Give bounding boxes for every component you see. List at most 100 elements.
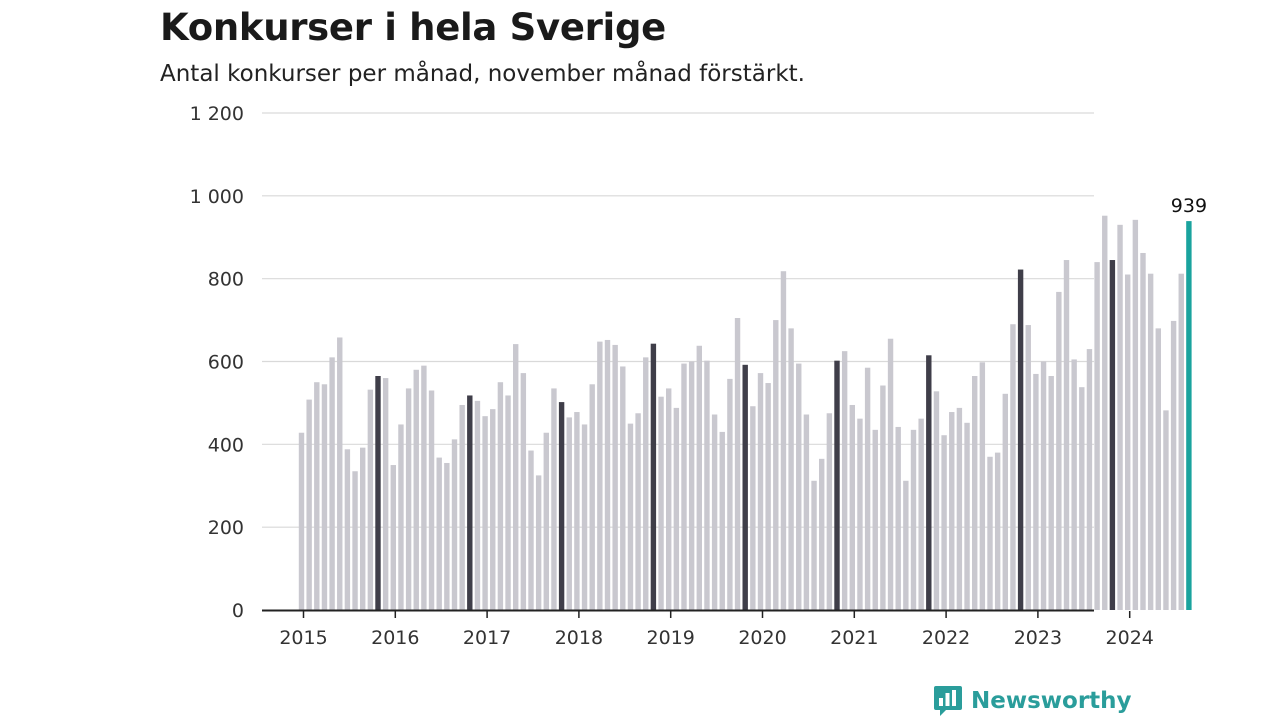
y-tick-label: 1 200 (190, 103, 244, 125)
bar (1056, 291, 1062, 610)
bar (704, 360, 710, 610)
bar (428, 390, 435, 610)
bar (398, 424, 404, 610)
bar (941, 435, 947, 610)
bar (627, 423, 634, 611)
bar (688, 361, 695, 610)
bar (390, 465, 396, 610)
bar-latest (1186, 221, 1192, 610)
x-tick-label: 2017 (463, 627, 511, 649)
bar (1086, 349, 1093, 610)
bar (444, 462, 450, 610)
bar-november (467, 395, 473, 610)
bar (727, 378, 733, 610)
bar (979, 362, 986, 610)
y-tick-label: 600 (208, 352, 244, 374)
bar (887, 338, 894, 610)
bar (581, 424, 588, 610)
bar (1102, 215, 1108, 610)
bar (620, 366, 626, 610)
bar (314, 382, 320, 610)
bar (734, 318, 741, 610)
bar (1094, 262, 1100, 610)
bar (1117, 224, 1123, 610)
bar-november (375, 376, 381, 610)
bar (1170, 320, 1177, 610)
bar (933, 391, 940, 610)
bar (765, 383, 771, 610)
bar (1025, 325, 1031, 610)
bar (643, 357, 649, 610)
bar (711, 414, 718, 610)
bar (482, 416, 488, 610)
bar (796, 363, 802, 610)
y-axis-ticks: 0 200 400 600 800 1 000 1 200 (190, 103, 244, 622)
bar (826, 413, 833, 610)
bar (949, 412, 955, 610)
y-tick-label: 1 000 (190, 186, 244, 208)
x-tick-label: 2018 (555, 627, 603, 649)
bar (1132, 219, 1139, 610)
bar (895, 426, 901, 610)
bar (382, 378, 389, 610)
bar (910, 429, 917, 610)
bar (987, 456, 993, 610)
x-tick-label: 2024 (1106, 627, 1154, 649)
bar (994, 452, 1001, 610)
bar (321, 384, 328, 610)
bar (1048, 376, 1054, 610)
brand-name: Newsworthy (971, 688, 1132, 714)
bar (1033, 373, 1039, 610)
bar (474, 400, 481, 610)
bar (1071, 359, 1077, 610)
x-tick-label: 2020 (738, 627, 786, 649)
bar (405, 388, 412, 610)
brand-logo: Newsworthy (933, 684, 1132, 718)
y-tick-label: 400 (208, 434, 244, 456)
bar (1155, 328, 1161, 610)
bar (880, 385, 886, 610)
bar (551, 388, 557, 610)
bar (413, 369, 419, 610)
bar (857, 418, 863, 610)
bar (1140, 252, 1146, 611)
bar (635, 413, 641, 610)
bar (306, 399, 312, 610)
bar (535, 475, 542, 610)
bar (803, 414, 810, 610)
bar (513, 344, 519, 610)
bar-november (1017, 269, 1024, 610)
bar (1040, 361, 1047, 610)
bar (872, 429, 878, 610)
bar-november (650, 343, 657, 610)
bar (505, 395, 511, 610)
bar (719, 431, 725, 610)
bar (566, 417, 572, 610)
bar (841, 351, 848, 610)
bar (788, 328, 794, 610)
bar (528, 450, 534, 610)
y-tick-label: 800 (208, 269, 244, 291)
bar (344, 449, 351, 610)
x-tick-label: 2022 (922, 627, 970, 649)
bar (811, 480, 817, 610)
bar (773, 320, 779, 610)
bar (337, 337, 343, 610)
newsworthy-logo-icon (934, 686, 962, 716)
bar (436, 457, 442, 610)
bar (681, 363, 687, 610)
bar (864, 367, 871, 610)
bars (298, 215, 1192, 611)
bar (459, 404, 465, 610)
bar (298, 432, 305, 610)
bar (1163, 410, 1169, 610)
bar (490, 409, 496, 610)
x-tick-label: 2016 (371, 627, 419, 649)
chart-title: Konkurser i hela Sverige (160, 6, 666, 49)
bar (543, 432, 549, 610)
bar (604, 339, 611, 610)
bar (666, 388, 672, 610)
bar (780, 271, 787, 610)
bar (1010, 324, 1016, 610)
